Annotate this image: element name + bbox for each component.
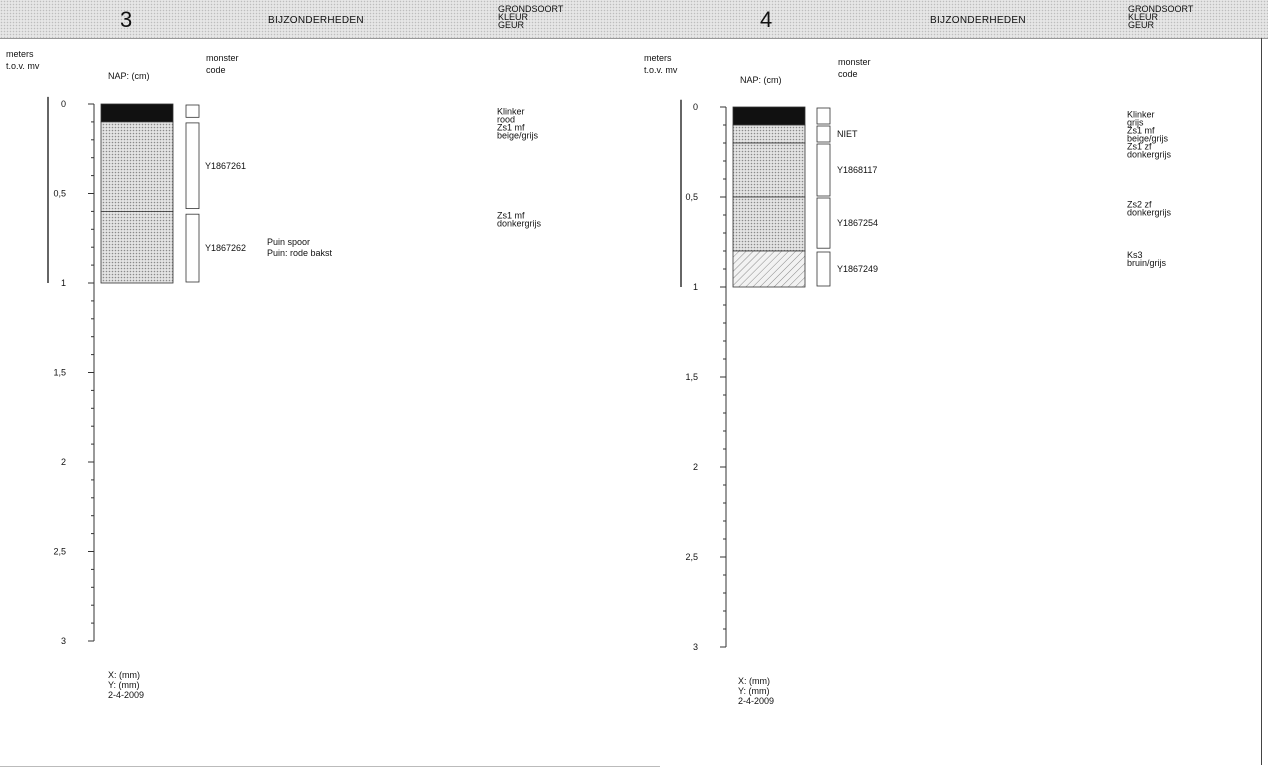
depth-tick-label: 1,5 [53, 368, 66, 378]
sample-box [816, 107, 831, 125]
depth-tick-label: 1,5 [685, 372, 698, 382]
sample-code: Y1868117 [837, 165, 877, 175]
depth-tick-label: 3 [693, 642, 698, 652]
page-border [0, 766, 660, 767]
sample-box [185, 104, 200, 118]
sample-code: Y1867261 [205, 161, 246, 171]
depth-tick-label: 0,5 [685, 192, 698, 202]
boring-log: 0 0,5 1 1,5 2 2,5 3 NIET Y1868117 Y1867254 Y186724… [680, 99, 1172, 652]
header-bar [0, 0, 1268, 39]
y-coordinate: Y: (mm) [108, 680, 140, 690]
soil-description-text: bruin/grijs [1127, 258, 1167, 268]
soil-description-text: Zs1 mf [497, 123, 525, 133]
boring-coordinates: X: (mm) Y: (mm) 2-4-2009 [738, 676, 774, 706]
property-label: KLEUR [1128, 12, 1159, 22]
depth-header-line: meters [6, 49, 34, 59]
sample-box [185, 122, 200, 210]
sample-box [816, 143, 831, 197]
soil-description-text: donkergrijs [1127, 208, 1172, 218]
soil-description-text: Klinker [497, 107, 525, 117]
x-coordinate: X: (mm) [738, 676, 770, 686]
sample-column-header: monster code [838, 56, 871, 80]
depth-tick-label: 1 [61, 278, 66, 288]
boring-number: 4 [760, 7, 773, 32]
soil-description-text: Zs1 zf [1127, 142, 1152, 152]
remark-text: Puin: rode bakst [267, 248, 333, 258]
boring-date: 2-4-2009 [108, 690, 145, 700]
depth-column-header: meters t.o.v. mv [6, 48, 39, 72]
properties-header: GRONDSOORT KLEUR GEUR [1128, 4, 1194, 30]
soil-layer-sand [732, 142, 806, 198]
boring-number: 3 [120, 7, 133, 32]
boring-log: 0 0,5 1 1,5 2 2,5 3 Y1867261 Y1867262 Puin spoorP… [47, 96, 542, 646]
soil-description-text: Klinker [1127, 110, 1155, 120]
soil-description-text: donkergrijs [1127, 150, 1172, 160]
nap-column-header: NAP: (cm) [108, 71, 150, 81]
page-border [1261, 38, 1262, 765]
depth-tick-label: 2 [61, 457, 66, 467]
property-label: KLEUR [498, 12, 529, 22]
soil-description-text: rood [497, 115, 515, 125]
property-label: GRONDSOORT [498, 4, 564, 14]
soil-layer-sand [732, 124, 806, 144]
sample-box [816, 197, 831, 249]
y-coordinate: Y: (mm) [738, 686, 770, 696]
soil-layer-sand [100, 121, 174, 212]
soil-description-text: grijs [1127, 118, 1144, 128]
soil-description-text: Zs1 mf [497, 210, 525, 220]
depth-tick-label: 0,5 [53, 189, 66, 199]
soil-layer-clay [732, 250, 806, 288]
depth-tick-label: 2,5 [53, 547, 66, 557]
sample-header-line: code [206, 65, 226, 75]
property-label: GEUR [498, 20, 525, 30]
soil-description-text: Zs1 mf [1127, 126, 1155, 136]
boring-coordinates: X: (mm) Y: (mm) 2-4-2009 [108, 670, 144, 700]
soil-layer-sand [732, 196, 806, 252]
depth-tick-label: 0 [61, 99, 66, 109]
sample-code: NIET [837, 129, 858, 139]
soil-description-text: beige/grijs [1127, 134, 1169, 144]
depth-tick-label: 2,5 [685, 552, 698, 562]
nap-column-header: NAP: (cm) [740, 75, 782, 85]
sample-header-line: monster [838, 57, 871, 67]
soil-description-text: beige/grijs [497, 131, 539, 141]
depth-header-line: t.o.v. mv [644, 65, 678, 75]
depth-tick-label: 1 [693, 282, 698, 292]
properties-header: GRONDSOORT KLEUR GEUR [498, 4, 564, 30]
sample-header-line: code [838, 69, 858, 79]
depth-header-line: meters [644, 53, 672, 63]
remarks-column-label: BIJZONDERHEDEN [930, 15, 1026, 26]
sample-header-line: monster [206, 53, 239, 63]
soil-description-text: Ks3 [1127, 250, 1143, 260]
sample-box [185, 213, 200, 283]
remarks-column-label: BIJZONDERHEDEN [268, 15, 364, 26]
soil-description-text: Zs2 zf [1127, 200, 1152, 210]
sample-code: Y1867254 [837, 218, 878, 228]
depth-tick-label: 0 [693, 102, 698, 112]
x-coordinate: X: (mm) [108, 670, 140, 680]
soil-layer-sand [100, 210, 174, 284]
sample-box [816, 251, 831, 287]
sample-code: Y1867249 [837, 264, 878, 274]
depth-tick-label: 2 [693, 462, 698, 472]
soil-description-text: donkergrijs [497, 218, 542, 228]
depth-column-header: meters t.o.v. mv [644, 52, 677, 76]
property-label: GRONDSOORT [1128, 4, 1194, 14]
sample-code: Y1867262 [205, 243, 246, 253]
depth-header-line: t.o.v. mv [6, 61, 40, 71]
soil-layer-clinker [100, 103, 174, 123]
remark-text: Puin spoor [267, 237, 310, 247]
soil-layer-clinker [732, 106, 806, 126]
sample-box [816, 125, 831, 143]
depth-tick-label: 3 [61, 636, 66, 646]
property-label: GEUR [1128, 20, 1155, 30]
boring-date: 2-4-2009 [738, 696, 775, 706]
sample-column-header: monster code [206, 52, 239, 76]
